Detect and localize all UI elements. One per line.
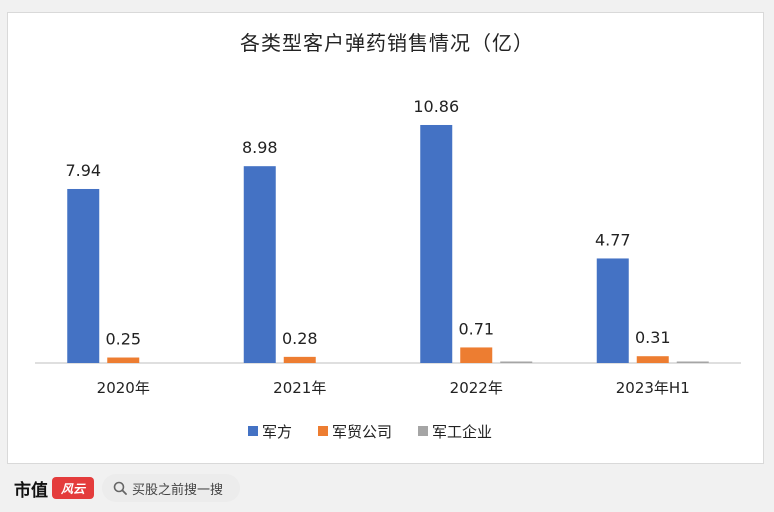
data-label: 10.86 <box>413 97 459 116</box>
data-label: 7.94 <box>65 161 101 180</box>
legend-swatch <box>318 426 328 436</box>
bar-0-3 <box>596 258 629 363</box>
bar-0-1 <box>243 166 276 363</box>
bar-chart: 7.94 0.25 2020年 8.98 0.28 2021年 10.86 0.71 2022年… <box>35 97 741 441</box>
legend-label: 军工企业 <box>432 423 492 441</box>
x-tick-label: 2022年 <box>450 379 503 397</box>
bar-1-2 <box>460 347 493 363</box>
search-box[interactable]: 买股之前搜一搜 <box>102 474 240 502</box>
bar-0-0 <box>67 188 100 363</box>
x-tick-label: 2020年 <box>97 379 150 397</box>
bar-2-2 <box>500 361 533 363</box>
legend-swatch <box>418 426 428 436</box>
bar-1-0 <box>107 357 140 363</box>
legend-swatch <box>248 426 258 436</box>
footer-bar: 市值 风云 买股之前搜一搜 <box>0 464 774 512</box>
brand-logo[interactable]: 市值 风云 <box>14 476 94 501</box>
x-tick-label: 2023年H1 <box>616 379 690 397</box>
legend-label: 军方 <box>262 423 292 441</box>
data-label: 0.71 <box>458 319 494 338</box>
bar-0-2 <box>420 124 453 363</box>
data-label: 8.98 <box>242 138 278 157</box>
data-label: 0.31 <box>635 328 671 347</box>
brand-name: 市值 <box>14 480 48 501</box>
data-label: 0.28 <box>282 329 318 348</box>
chart-title: 各类型客户弹药销售情况（亿） <box>240 31 534 55</box>
brand-logo-badge: 风云 <box>52 477 94 499</box>
legend-label: 军贸公司 <box>332 423 392 441</box>
chart-card <box>7 12 764 464</box>
data-label: 4.77 <box>595 230 631 249</box>
bar-2-3 <box>676 361 709 363</box>
search-icon <box>108 481 132 495</box>
bar-1-1 <box>283 356 316 363</box>
data-label: 0.25 <box>105 330 141 349</box>
x-tick-label: 2021年 <box>273 379 326 397</box>
search-placeholder: 买股之前搜一搜 <box>132 482 224 498</box>
bar-1-3 <box>636 356 669 363</box>
